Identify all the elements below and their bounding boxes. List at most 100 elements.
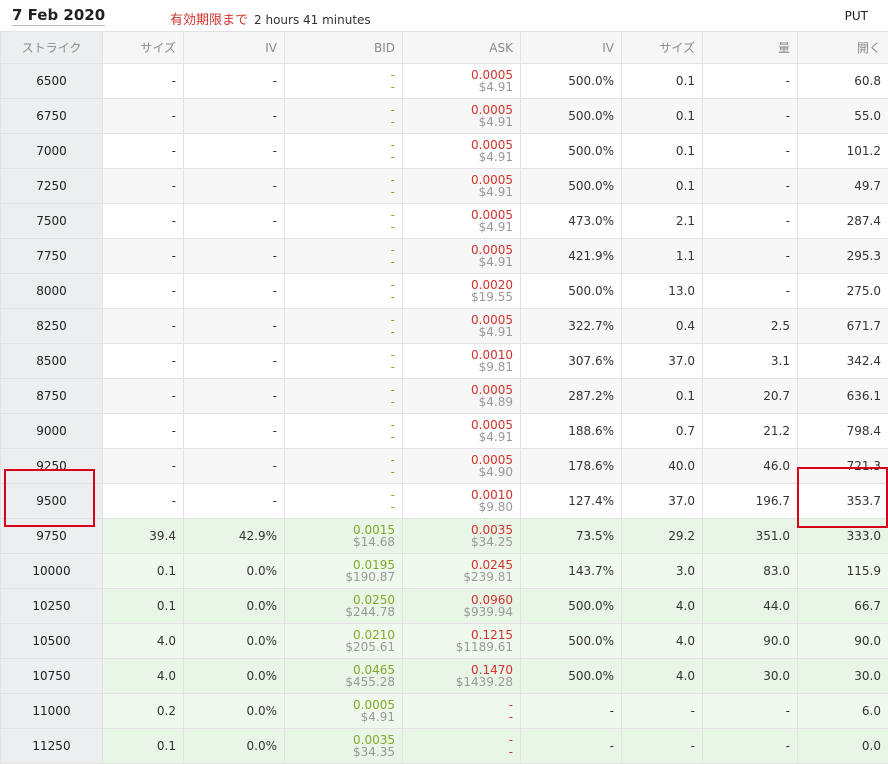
strike-cell[interactable]: 10000 xyxy=(1,554,103,589)
strike-cell[interactable]: 9250 xyxy=(1,449,103,484)
strike-cell[interactable]: 10750 xyxy=(1,659,103,694)
strike-cell[interactable]: 11250 xyxy=(1,729,103,764)
bid-cell[interactable]: 0.0035$34.35 xyxy=(285,729,403,764)
ask-iv-cell[interactable]: 500.0% xyxy=(521,659,622,694)
col-header-ask-iv[interactable]: IV xyxy=(521,32,622,64)
strike-cell[interactable]: 10250 xyxy=(1,589,103,624)
ask-cell[interactable]: 0.0010$9.81 xyxy=(403,344,521,379)
ask-cell[interactable]: 0.1470$1439.28 xyxy=(403,659,521,694)
ask-cell[interactable]: 0.0005$4.91 xyxy=(403,204,521,239)
strike-cell[interactable]: 9750 xyxy=(1,519,103,554)
ask-iv-cell[interactable]: 322.7% xyxy=(521,309,622,344)
ask-size-cell[interactable]: 2.1 xyxy=(622,204,703,239)
strike-cell[interactable]: 10500 xyxy=(1,624,103,659)
strike-cell[interactable]: 7250 xyxy=(1,169,103,204)
bid-cell[interactable]: -- xyxy=(285,169,403,204)
ask-cell[interactable]: -- xyxy=(403,729,521,764)
bid-size-cell[interactable]: - xyxy=(103,239,184,274)
bid-iv-cell[interactable]: - xyxy=(184,484,285,519)
ask-cell[interactable]: 0.0010$9.80 xyxy=(403,484,521,519)
ask-cell[interactable]: -- xyxy=(403,694,521,729)
bid-cell[interactable]: 0.0465$455.28 xyxy=(285,659,403,694)
ask-iv-cell[interactable]: 500.0% xyxy=(521,99,622,134)
bid-cell[interactable]: 0.0210$205.61 xyxy=(285,624,403,659)
ask-size-cell[interactable]: - xyxy=(622,694,703,729)
ask-cell[interactable]: 0.0245$239.81 xyxy=(403,554,521,589)
ask-iv-cell[interactable]: - xyxy=(521,729,622,764)
ask-size-cell[interactable]: 0.7 xyxy=(622,414,703,449)
bid-cell[interactable]: -- xyxy=(285,484,403,519)
bid-iv-cell[interactable]: - xyxy=(184,99,285,134)
bid-size-cell[interactable]: - xyxy=(103,99,184,134)
ask-size-cell[interactable]: 37.0 xyxy=(622,484,703,519)
ask-size-cell[interactable]: 40.0 xyxy=(622,449,703,484)
col-header-ask[interactable]: ASK xyxy=(403,32,521,64)
ask-cell[interactable]: 0.0005$4.89 xyxy=(403,379,521,414)
bid-size-cell[interactable]: - xyxy=(103,274,184,309)
col-header-bid-size[interactable]: サイズ xyxy=(103,32,184,64)
ask-size-cell[interactable]: 0.1 xyxy=(622,99,703,134)
strike-cell[interactable]: 8500 xyxy=(1,344,103,379)
bid-size-cell[interactable]: 39.4 xyxy=(103,519,184,554)
col-header-bid-iv[interactable]: IV xyxy=(184,32,285,64)
bid-cell[interactable]: -- xyxy=(285,309,403,344)
bid-cell[interactable]: 0.0015$14.68 xyxy=(285,519,403,554)
bid-iv-cell[interactable]: 0.0% xyxy=(184,624,285,659)
bid-iv-cell[interactable]: - xyxy=(184,169,285,204)
ask-size-cell[interactable]: 29.2 xyxy=(622,519,703,554)
bid-iv-cell[interactable]: - xyxy=(184,414,285,449)
strike-cell[interactable]: 6750 xyxy=(1,99,103,134)
bid-size-cell[interactable]: - xyxy=(103,169,184,204)
ask-iv-cell[interactable]: 473.0% xyxy=(521,204,622,239)
bid-size-cell[interactable]: 4.0 xyxy=(103,659,184,694)
bid-size-cell[interactable]: - xyxy=(103,414,184,449)
bid-iv-cell[interactable]: - xyxy=(184,309,285,344)
bid-size-cell[interactable]: - xyxy=(103,64,184,99)
ask-cell[interactable]: 0.0005$4.91 xyxy=(403,239,521,274)
ask-iv-cell[interactable]: 188.6% xyxy=(521,414,622,449)
bid-size-cell[interactable]: 0.2 xyxy=(103,694,184,729)
ask-cell[interactable]: 0.0005$4.91 xyxy=(403,99,521,134)
col-header-bid[interactable]: BID xyxy=(285,32,403,64)
bid-cell[interactable]: -- xyxy=(285,239,403,274)
ask-size-cell[interactable]: 4.0 xyxy=(622,659,703,694)
strike-cell[interactable]: 11000 xyxy=(1,694,103,729)
bid-size-cell[interactable]: 0.1 xyxy=(103,554,184,589)
ask-cell[interactable]: 0.0005$4.91 xyxy=(403,64,521,99)
strike-cell[interactable]: 8250 xyxy=(1,309,103,344)
bid-cell[interactable]: -- xyxy=(285,99,403,134)
bid-iv-cell[interactable]: - xyxy=(184,204,285,239)
bid-cell[interactable]: -- xyxy=(285,134,403,169)
bid-iv-cell[interactable]: 0.0% xyxy=(184,694,285,729)
ask-iv-cell[interactable]: 500.0% xyxy=(521,169,622,204)
strike-cell[interactable]: 8750 xyxy=(1,379,103,414)
bid-iv-cell[interactable]: - xyxy=(184,449,285,484)
ask-iv-cell[interactable]: 500.0% xyxy=(521,589,622,624)
bid-iv-cell[interactable]: - xyxy=(184,134,285,169)
ask-size-cell[interactable]: 0.4 xyxy=(622,309,703,344)
ask-size-cell[interactable]: 3.0 xyxy=(622,554,703,589)
bid-iv-cell[interactable]: - xyxy=(184,344,285,379)
bid-cell[interactable]: -- xyxy=(285,449,403,484)
ask-size-cell[interactable]: 13.0 xyxy=(622,274,703,309)
ask-iv-cell[interactable]: 500.0% xyxy=(521,624,622,659)
bid-cell[interactable]: 0.0005$4.91 xyxy=(285,694,403,729)
strike-cell[interactable]: 6500 xyxy=(1,64,103,99)
bid-iv-cell[interactable]: - xyxy=(184,274,285,309)
ask-iv-cell[interactable]: 127.4% xyxy=(521,484,622,519)
ask-iv-cell[interactable]: 500.0% xyxy=(521,134,622,169)
ask-cell[interactable]: 0.0035$34.25 xyxy=(403,519,521,554)
ask-cell[interactable]: 0.0005$4.91 xyxy=(403,309,521,344)
